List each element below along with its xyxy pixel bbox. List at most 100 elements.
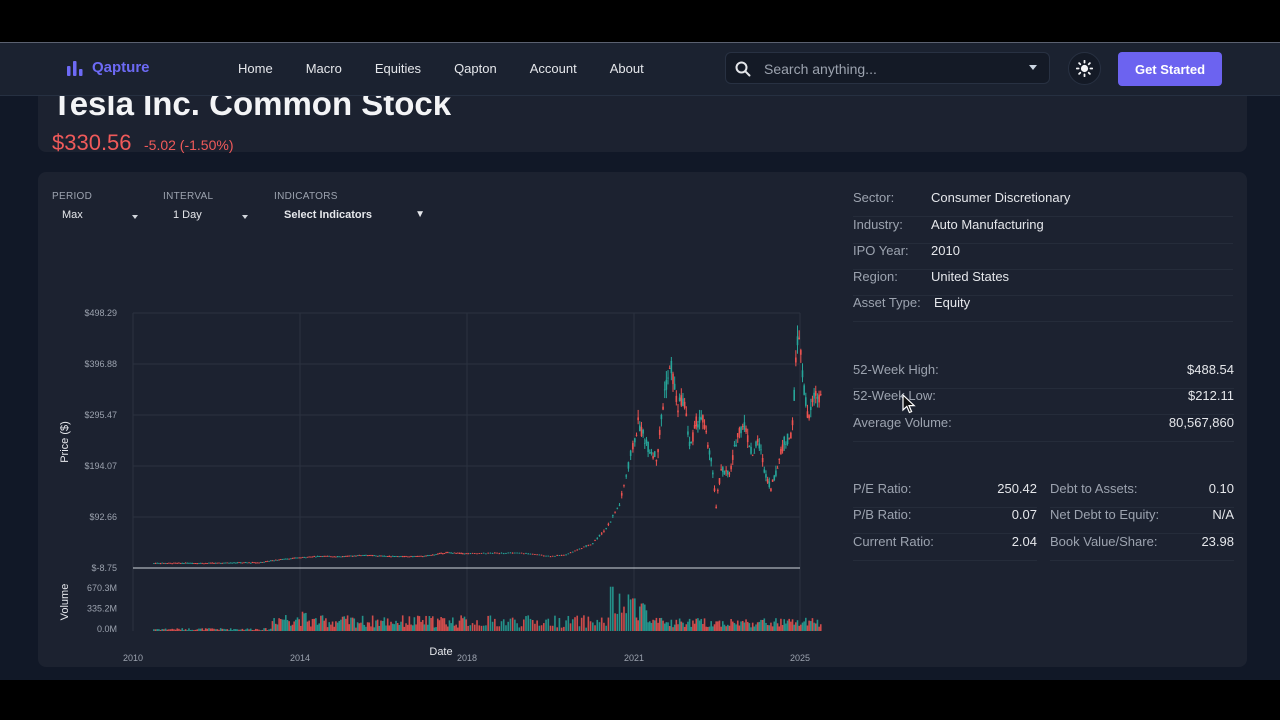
y-tick-label: $396.88 [84, 359, 117, 369]
candle-body [310, 556, 312, 558]
info-label: Industry: [853, 217, 903, 232]
candle-body [435, 554, 437, 555]
candle-body [500, 552, 503, 554]
volume-bar [753, 626, 756, 631]
volume-bar [780, 618, 782, 631]
volume-bar [703, 618, 706, 631]
candle-body [296, 557, 299, 559]
volume-bar [620, 612, 623, 631]
candle-body [498, 553, 501, 555]
volume-bar [796, 620, 799, 631]
get-started-button[interactable]: Get Started [1118, 52, 1222, 86]
volume-bar [670, 619, 673, 631]
period-select[interactable]: Max [62, 209, 138, 227]
candle-body [188, 562, 190, 564]
brand-logo[interactable]: Qapture [66, 59, 150, 76]
candle-body [629, 450, 632, 456]
nav-link-about[interactable]: About [609, 61, 644, 76]
candle-body [279, 559, 282, 560]
candle-body [783, 436, 786, 445]
indicators-select[interactable]: Select Indicators ▼ [284, 209, 425, 227]
info-label: IPO Year: [853, 243, 909, 258]
candle-body [238, 562, 240, 564]
volume-bar [199, 628, 202, 631]
candle-body [351, 556, 354, 557]
volume-bar [634, 598, 636, 631]
volume-bar [254, 628, 257, 631]
candle-body [678, 397, 681, 401]
candle-body [303, 557, 305, 558]
stat-value: $212.11 [1187, 388, 1234, 403]
volume-bar [549, 625, 552, 631]
search-icon [735, 61, 751, 77]
volume-bar [273, 618, 275, 631]
volume-bar [708, 626, 711, 631]
candle-body [234, 562, 237, 564]
volume-bar [345, 618, 347, 631]
nav-link-qapton[interactable]: Qapton [454, 61, 497, 76]
chevron-down-icon[interactable] [1029, 65, 1037, 70]
candle-body [660, 414, 663, 420]
interval-select[interactable]: 1 Day [173, 209, 248, 227]
volume-bar [725, 626, 727, 631]
candle-body [761, 457, 764, 463]
candle-body [306, 556, 309, 558]
volume-bar [778, 626, 781, 631]
candle-body [589, 544, 592, 546]
candle-body [295, 557, 297, 559]
candle-body [386, 556, 389, 557]
candle-body [269, 560, 272, 562]
volume-bar [793, 624, 795, 631]
nav-link-macro[interactable]: Macro [305, 61, 342, 76]
nav-link-equities[interactable]: Equities [374, 61, 422, 76]
volume-bar [505, 625, 507, 631]
volume-bar [476, 620, 478, 631]
volume-bar [161, 629, 164, 631]
search-box[interactable] [725, 52, 1050, 84]
volume-bar [781, 624, 784, 631]
candle-body [169, 562, 172, 564]
volume-bar [700, 618, 703, 631]
candle-body [286, 558, 289, 560]
candle-body [725, 470, 727, 472]
ratio-value: 0.10 [1208, 481, 1234, 496]
candle-body [428, 554, 431, 556]
candle-body [300, 557, 302, 559]
ratio-label: Current Ratio: [853, 534, 934, 549]
candle-body [233, 562, 235, 564]
volume-bar [556, 627, 558, 631]
candle-body [460, 552, 462, 554]
candle-body [682, 398, 684, 406]
volume-bar [697, 618, 699, 631]
candle-body [251, 562, 254, 564]
theme-toggle-button[interactable] [1068, 52, 1101, 85]
candle-body [536, 554, 538, 556]
volume-bar [168, 629, 170, 631]
volume-bar [616, 613, 619, 631]
volume-bar [677, 624, 679, 631]
volume-bar [623, 606, 625, 631]
candle-body [675, 395, 678, 402]
volume-bar [578, 626, 581, 631]
search-input[interactable] [762, 59, 1016, 79]
candle-body [398, 556, 401, 558]
candle-body [731, 455, 734, 460]
candle-body [393, 556, 396, 558]
candle-body [673, 383, 676, 390]
candle-body [808, 415, 810, 419]
candle-body [538, 554, 541, 556]
nav-link-account[interactable]: Account [529, 61, 577, 76]
volume-bar [450, 623, 452, 631]
candle-body [218, 562, 220, 564]
candle-body [458, 553, 461, 554]
volume-bar [632, 598, 634, 631]
volume-bar [321, 615, 324, 631]
nav-link-home[interactable]: Home [238, 61, 273, 76]
candle-body [793, 389, 795, 401]
candle-body [576, 549, 579, 551]
volume-bar [558, 618, 561, 631]
price-chart[interactable]: $498.29 $396.88 $295.47 $194.07 $92.66 $-8.75… [38, 172, 838, 667]
candle-body [712, 472, 714, 475]
candle-body [702, 415, 704, 423]
candle-body [363, 555, 366, 557]
